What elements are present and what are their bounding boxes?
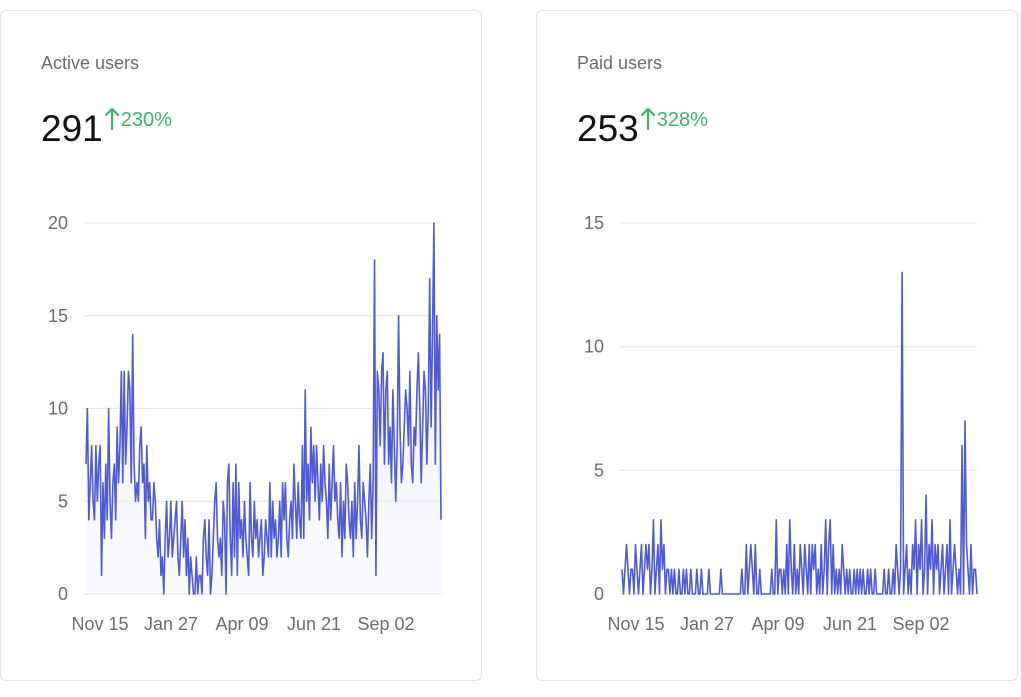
series-line [621,271,978,595]
y-tick-label: 10 [584,337,604,357]
series-area [86,223,441,594]
arrow-up-icon [640,107,655,131]
x-tick-label: Nov 15 [71,614,128,634]
y-tick-label: 15 [584,213,604,233]
x-tick-label: Jun 21 [287,614,341,634]
kpi-value: 253 [577,108,639,149]
y-tick-label: 5 [594,460,604,480]
kpi-change: 328% [640,107,708,133]
x-tick-label: Jan 27 [680,614,734,634]
x-tick-label: Apr 09 [215,614,268,634]
kpi-change: 230% [104,107,172,133]
kpi-value: 291 [41,108,103,149]
y-tick-label: 0 [594,584,604,604]
x-tick-label: Jun 21 [823,614,877,634]
y-tick-label: 15 [48,306,68,326]
x-tick-label: Sep 02 [357,614,414,634]
card-title: Paid users [577,53,663,73]
series-line [85,222,442,595]
kpi-change-value: 328% [656,109,708,131]
kpi: 291 230% [41,107,172,151]
y-tick-label: 0 [58,584,68,604]
y-tick-label: 5 [58,491,68,511]
x-tick-label: Jan 27 [144,614,198,634]
y-tick-label: 20 [48,213,68,233]
card-title: Active users [41,53,140,73]
x-tick-label: Sep 02 [892,614,949,634]
arrow-up-icon [104,107,119,131]
x-tick-label: Apr 09 [751,614,804,634]
kpi: 253 328% [577,107,708,151]
x-tick-label: Nov 15 [607,614,664,634]
y-tick-label: 10 [48,399,68,419]
kpi-change-value: 230% [120,109,172,131]
